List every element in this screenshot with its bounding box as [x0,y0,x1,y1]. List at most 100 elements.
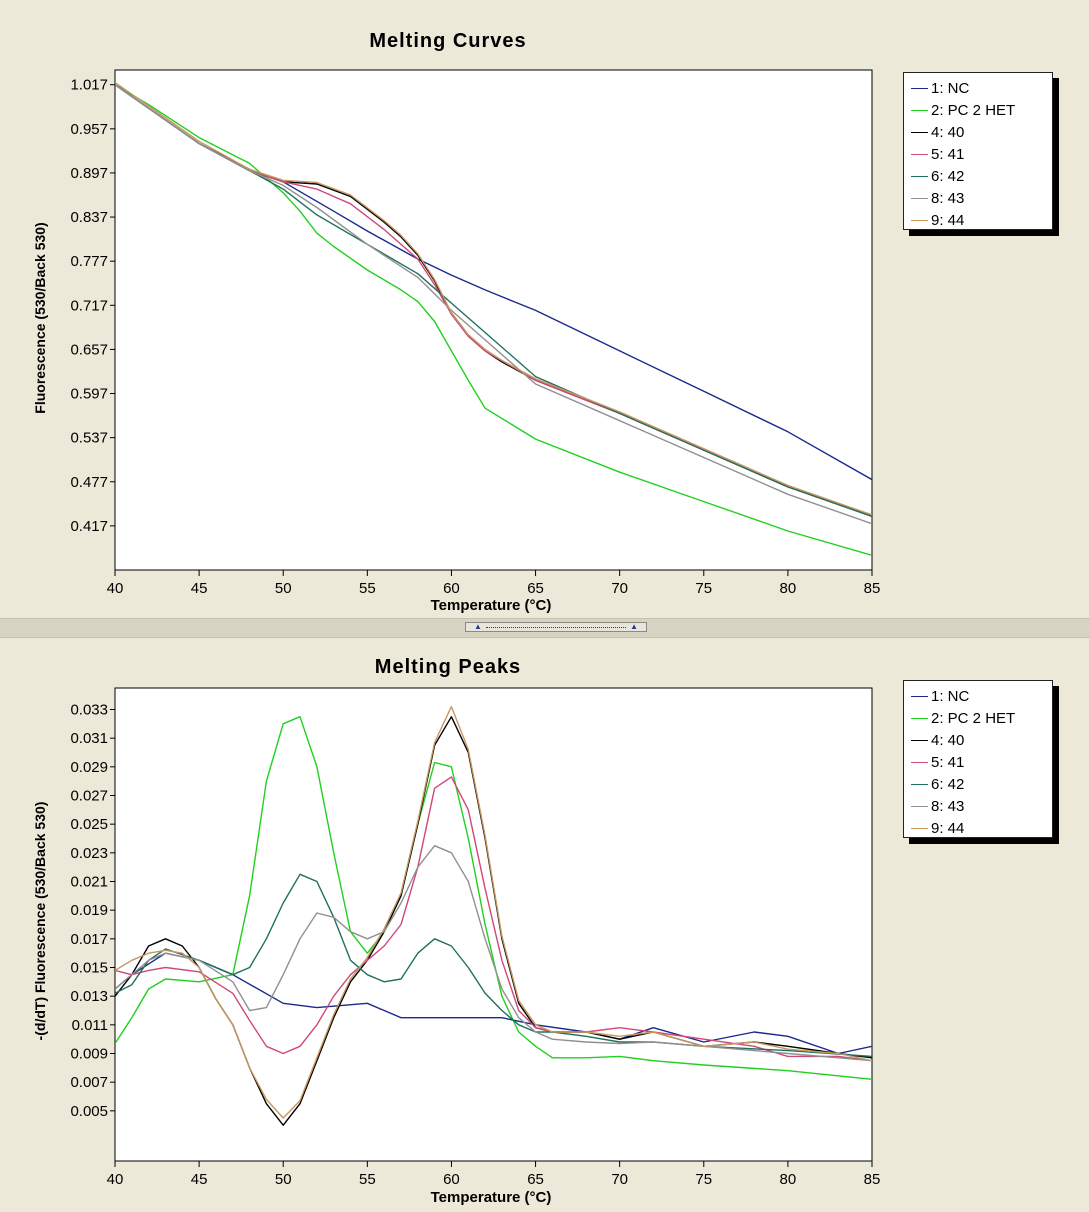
legend-label: 8: 43 [931,797,965,815]
legend-item: 2: PC 2 HET [904,707,1052,729]
melting-curves-panel: 1.017 0.957 0.897 0.837 0.777 0.717 0.657 0.597… [32,30,1053,614]
legend-label: 6: 42 [931,167,965,185]
legend-swatch [911,87,928,89]
legend-label: 9: 44 [931,211,965,229]
x-tick-label: 85 [864,1171,881,1188]
y-tick-label: 0.007 [70,1074,108,1091]
y-tick-label: 0.537 [70,430,108,447]
x-tick-label: 55 [359,580,376,597]
y-tick-label: 0.009 [70,1046,108,1063]
y-tick-label: 0.013 [70,988,108,1005]
y-tick-label: 0.017 [70,931,108,948]
legend-item: 8: 43 [904,795,1052,817]
x-tick-label: 60 [443,1171,460,1188]
y-tick-label: 0.957 [70,121,108,138]
legend-item: 5: 41 [904,143,1052,165]
arrow-up-icon: ▲ [474,622,482,631]
x-tick-label: 40 [107,1171,124,1188]
y-tick-label: 0.023 [70,845,108,862]
legend-swatch [911,695,928,697]
legend-label: 5: 41 [931,145,965,163]
y-tick-label: 0.717 [70,297,108,314]
y-tick-label: 0.015 [70,960,108,977]
legend-swatch [911,761,928,763]
x-tick-label: 45 [191,580,208,597]
legend-swatch [911,219,928,221]
series-group [115,81,872,556]
legend-label: 4: 40 [931,731,965,749]
x-tick-label: 65 [527,580,544,597]
y-tick-label: 0.021 [70,874,108,891]
legend-swatch [911,109,928,111]
x-tick-label: 85 [864,580,881,597]
legend-swatch [911,153,928,155]
melting-peaks-panel: 0.033 0.031 0.029 0.027 0.025 0.023 0.021 0.019… [0,636,1089,1212]
legend-label: 4: 40 [931,123,965,141]
series-line-9-44 [115,81,872,516]
y-tick-label: 0.029 [70,759,108,776]
legend-label: 6: 42 [931,775,965,793]
legend-item: 9: 44 [904,209,1052,231]
legend-item: 1: NC [904,77,1052,99]
legend-item: 4: 40 [904,729,1052,751]
legend-item: 4: 40 [904,121,1052,143]
chart-title: Melting Curves [369,30,527,52]
legend-swatch [911,197,928,199]
chart-legend: 1: NC 2: PC 2 HET 4: 40 5: 41 6: 42 8: 43 9: 4… [903,680,1053,838]
y-tick-label: 0.657 [70,341,108,358]
series-line-9-44 [115,705,872,1119]
legend-item: 6: 42 [904,165,1052,187]
y-tick-label: 0.019 [70,902,108,919]
y-tick-label: 1.017 [70,77,108,94]
legend-label: 5: 41 [931,753,965,771]
legend-label: 1: NC [931,687,970,705]
x-tick-label: 80 [780,580,797,597]
x-tick-label: 75 [695,580,712,597]
panel-splitter[interactable]: ▲ ▲ [0,618,1089,638]
series-group [115,705,872,1126]
y-tick-label: 0.777 [70,253,108,270]
y-tick-label: 0.897 [70,165,108,182]
x-tick-label: 50 [275,580,292,597]
legend-swatch [911,805,928,807]
x-tick-label: 70 [611,580,628,597]
melting-peaks-chart: 0.033 0.031 0.029 0.027 0.025 0.023 0.021 0.019… [70,687,881,1188]
x-axis-label: Temperature (°C) [430,1189,552,1206]
x-tick-label: 60 [443,580,460,597]
x-tick-label: 80 [780,1171,797,1188]
melting-curves-chart: 1.017 0.957 0.897 0.837 0.777 0.717 0.657 0.597… [70,69,881,597]
legend-label: 8: 43 [931,189,965,207]
legend-label: 2: PC 2 HET [931,101,1016,119]
legend-label: 9: 44 [931,819,965,837]
y-tick-label: 0.025 [70,816,108,833]
x-tick-label: 45 [191,1171,208,1188]
legend-item: 5: 41 [904,751,1052,773]
series-line-6-42 [115,873,872,1058]
arrow-up-icon: ▲ [630,622,638,631]
legend-label: 2: PC 2 HET [931,709,1016,727]
legend-swatch [911,783,928,785]
legend-item: 8: 43 [904,187,1052,209]
legend-swatch [911,175,928,177]
series-line-8-43 [115,844,872,1062]
legend-swatch [911,739,928,741]
x-tick-label: 65 [527,1171,544,1188]
legend-swatch [911,717,928,719]
legend-item: 6: 42 [904,773,1052,795]
series-line-2-pc-2-het [115,84,872,556]
splitter-grip[interactable]: ▲ ▲ [465,622,647,632]
y-tick-label: 0.027 [70,788,108,805]
legend-label: 1: NC [931,79,970,97]
x-tick-label: 75 [695,1171,712,1188]
y-tick-label: 0.837 [70,209,108,226]
y-tick-label: 0.005 [70,1103,108,1120]
x-tick-label: 40 [107,580,124,597]
y-axis-label: -(d/dT) Fluorescence (530/Back 530) [32,801,48,1041]
legend-item: 2: PC 2 HET [904,99,1052,121]
y-tick-label: 0.031 [70,730,108,747]
legend-item: 1: NC [904,685,1052,707]
y-tick-label: 0.417 [70,518,108,535]
legend-item: 9: 44 [904,817,1052,839]
x-tick-label: 50 [275,1171,292,1188]
y-tick-label: 0.033 [70,702,108,719]
